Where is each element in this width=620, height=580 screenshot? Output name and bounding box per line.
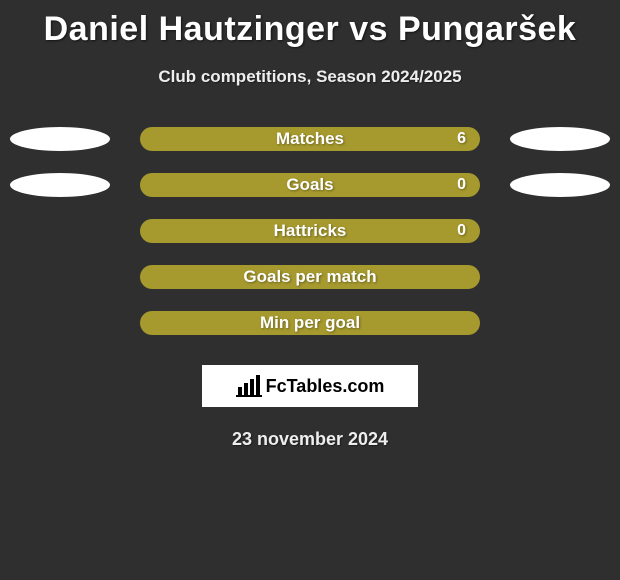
logo-text: FcTables.com: [266, 376, 385, 397]
date-text: 23 november 2024: [0, 429, 620, 450]
stat-value: 0: [457, 222, 466, 240]
right-value-pill: [510, 173, 610, 197]
stat-label: Min per goal: [260, 313, 360, 333]
stat-label: Goals per match: [243, 267, 376, 287]
stat-row: Min per goal: [0, 311, 620, 335]
stat-bar: Min per goal: [140, 311, 480, 335]
stat-value: 0: [457, 176, 466, 194]
logo-box: FcTables.com: [202, 365, 418, 407]
stat-label: Goals: [286, 175, 333, 195]
stat-bar: Hattricks 0: [140, 219, 480, 243]
stat-row: Matches 6: [0, 127, 620, 151]
subtitle: Club competitions, Season 2024/2025: [0, 67, 620, 87]
stat-bar: Goals 0: [140, 173, 480, 197]
left-value-pill: [10, 173, 110, 197]
left-value-pill: [10, 127, 110, 151]
bar-chart-icon: [236, 375, 262, 397]
stat-row: Goals per match: [0, 265, 620, 289]
stat-label: Matches: [276, 129, 344, 149]
stat-bar: Goals per match: [140, 265, 480, 289]
stat-row: Goals 0: [0, 173, 620, 197]
stat-bar: Matches 6: [140, 127, 480, 151]
stat-row: Hattricks 0: [0, 219, 620, 243]
stat-rows: Matches 6 Goals 0 Hattricks 0 Goals per match M…: [0, 127, 620, 335]
stat-label: Hattricks: [274, 221, 347, 241]
infographic-root: Daniel Hautzinger vs Pungaršek Club comp…: [0, 0, 620, 450]
stat-value: 6: [457, 130, 466, 148]
page-title: Daniel Hautzinger vs Pungaršek: [0, 10, 620, 49]
right-value-pill: [510, 127, 610, 151]
logo: FcTables.com: [236, 375, 385, 397]
